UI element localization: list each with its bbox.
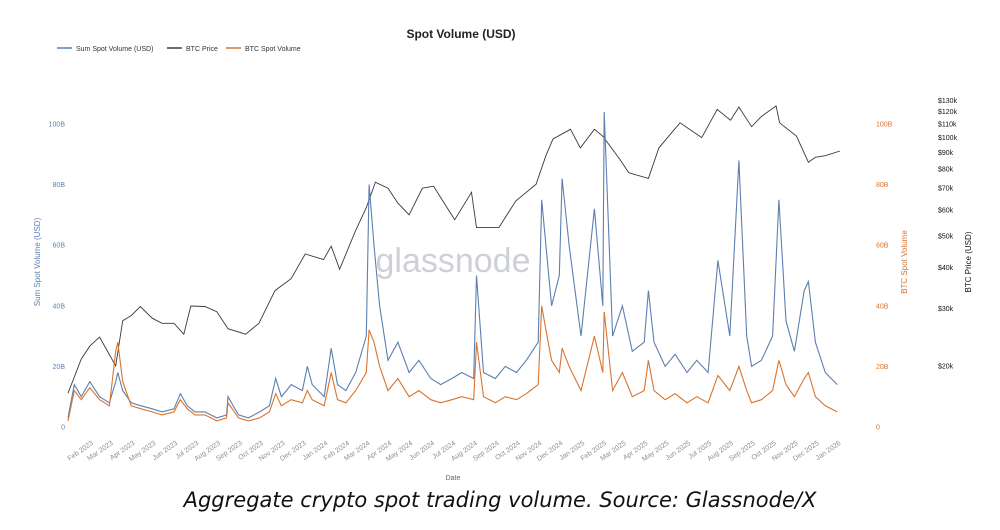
right-volume-axis-label: BTC Spot Volume — [900, 230, 909, 294]
left-axis-tick-label: 80B — [53, 182, 66, 189]
left-axis-tick-label: 40B — [53, 303, 66, 310]
legend: Sum Spot Volume (USD) BTC Price BTC Spot… — [57, 46, 301, 53]
right-price-axis-tick-label: $80k — [938, 167, 954, 174]
left-axis-tick-label: 100B — [49, 122, 66, 129]
left-axis-tick-label: 0 — [61, 425, 65, 432]
right-price-axis-label: BTC Price (USD) — [964, 231, 973, 292]
right-price-axis-tick-label: $20k — [938, 363, 954, 370]
series-btc-price-line — [67, 105, 841, 394]
right-price-axis-tick-label: $120k — [938, 109, 958, 116]
right-price-axis-tick-label: $100k — [938, 135, 958, 142]
right-price-axis-tick-label: $40k — [938, 265, 954, 272]
right-volume-axis-tick-label: 100B — [876, 122, 893, 129]
right-price-axis-ticks: $20k $30k $40k $50k $60k $70k $80k $90k $100k $11… — [938, 98, 958, 371]
right-price-axis-tick-label: $30k — [938, 306, 954, 313]
right-volume-axis-ticks: 0 20B 40B 60B 80B 100B — [876, 122, 893, 432]
series-btc-spot-volume-line — [67, 305, 838, 422]
right-price-axis-tick-label: $60k — [938, 208, 954, 215]
x-axis-label: Date — [446, 475, 461, 482]
x-axis-tick-label: Jun 2023 — [152, 440, 180, 462]
right-volume-axis-tick-label: 40B — [876, 303, 889, 310]
series-sum-spot-volume-line — [67, 111, 838, 419]
right-price-axis-tick-label: $70k — [938, 186, 954, 193]
legend-label-sum-volume: Sum Spot Volume (USD) — [76, 46, 153, 53]
right-volume-axis-tick-label: 80B — [876, 182, 889, 189]
legend-label-btc-price: BTC Price — [186, 46, 218, 53]
right-volume-axis-tick-label: 60B — [876, 243, 889, 250]
left-axis-tick-label: 20B — [53, 364, 66, 371]
right-price-axis-tick-label: $50k — [938, 233, 954, 240]
right-price-axis-tick-label: $90k — [938, 150, 954, 157]
chart-title: Spot Volume (USD) — [406, 27, 515, 41]
right-price-axis-tick-label: $130k — [938, 98, 958, 105]
right-volume-axis-tick-label: 20B — [876, 364, 889, 371]
left-axis-tick-label: 60B — [53, 243, 66, 250]
x-axis-tick-label: Jun 2025 — [665, 440, 693, 462]
right-price-axis-tick-label: $110k — [938, 122, 957, 129]
right-volume-axis-tick-label: 0 — [876, 425, 880, 432]
left-axis-label: Sum Spot Volume (USD) — [33, 217, 42, 306]
figure-caption: Aggregate crypto spot trading volume. So… — [183, 488, 817, 512]
watermark: glassnode — [375, 242, 530, 280]
spot-volume-chart: Spot Volume (USD) Sum Spot Volume (USD) … — [33, 27, 973, 482]
left-axis-ticks: 0 20B 40B 60B 80B 100B — [49, 122, 66, 432]
x-axis-tick-label: Jan 2026 — [815, 440, 843, 462]
legend-label-btc-volume: BTC Spot Volume — [245, 46, 301, 53]
